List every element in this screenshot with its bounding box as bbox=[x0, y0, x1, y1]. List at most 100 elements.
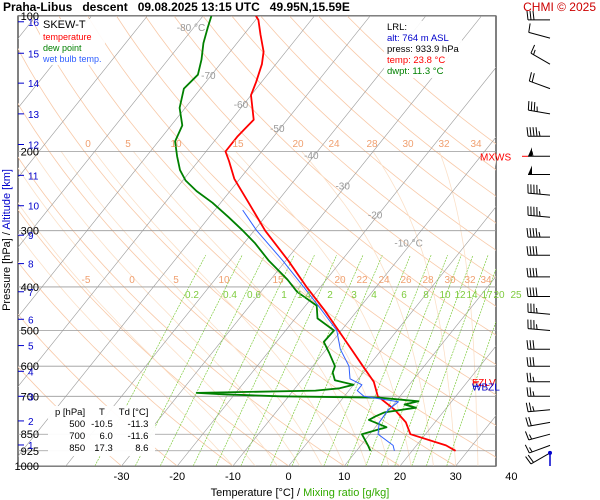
chart-title: Praha-Libus descent 09.08.2025 13:15 UTC… bbox=[3, 0, 350, 14]
isotherm-label: -80 °C bbox=[177, 23, 205, 34]
wind-barb-half bbox=[538, 232, 541, 238]
theta-label: 15 bbox=[232, 139, 244, 150]
wind-barb-staff bbox=[530, 452, 551, 465]
wind-barb-half bbox=[538, 131, 541, 137]
wind-barb-full bbox=[526, 10, 529, 20]
isotherm-label: -20 bbox=[368, 211, 383, 222]
levels-table: p [hPa] T Td [°C] 500 -10.5 -11.3 700 6.… bbox=[48, 406, 156, 456]
theta-label: 32 bbox=[438, 139, 450, 150]
wind-barb-full bbox=[532, 127, 535, 137]
wind-barb-full bbox=[533, 303, 535, 313]
wind-barb bbox=[526, 267, 550, 278]
wind-barb-full bbox=[525, 417, 529, 427]
wind-barb-full bbox=[529, 127, 532, 137]
x-tick-label: -10 bbox=[225, 471, 241, 483]
wind-barb-full bbox=[529, 228, 532, 238]
wind-barb-half bbox=[529, 447, 533, 453]
pressure-tick-label: 850 bbox=[21, 429, 39, 441]
wind-barb-full bbox=[536, 184, 538, 194]
pressure-tick-label: 1000 bbox=[15, 461, 39, 473]
wind-barb-full bbox=[529, 267, 532, 277]
isotherm-line bbox=[344, 275, 496, 466]
isotherm-line bbox=[18, 16, 204, 248]
wind-barb-full bbox=[532, 228, 535, 238]
wind-barb-half bbox=[538, 211, 541, 217]
profiles-layer bbox=[174, 16, 457, 452]
wind-barb-full bbox=[533, 206, 535, 216]
x-tick-label: -30 bbox=[114, 471, 130, 483]
lrl-title: LRL: bbox=[387, 22, 408, 33]
wind-barb-full bbox=[524, 431, 530, 441]
mixing-ratio-label: 12 bbox=[454, 290, 466, 301]
theta-label: 0 bbox=[129, 275, 135, 286]
wind-barb bbox=[526, 387, 550, 397]
wind-barb bbox=[526, 287, 550, 297]
marker-label: WBZL bbox=[472, 382, 500, 393]
wind-barb bbox=[527, 206, 551, 218]
series-line-2 bbox=[242, 209, 399, 451]
col-pressure: p [hPa] bbox=[55, 407, 86, 418]
altitude-tick-label: 6 bbox=[28, 315, 34, 326]
isotherm-line bbox=[121, 16, 482, 466]
series-line-1 bbox=[174, 16, 420, 452]
wind-barb-full bbox=[528, 402, 532, 412]
wind-barb-full bbox=[530, 319, 532, 329]
marker-label: FZLV bbox=[472, 378, 496, 389]
wind-barb-full bbox=[526, 246, 529, 256]
wind-barb-full bbox=[533, 320, 535, 330]
wind-barb-full bbox=[528, 72, 532, 82]
altitude-tick-label: 5 bbox=[28, 342, 34, 353]
mixing-ratio-label: 20 bbox=[493, 290, 505, 301]
wind-barb-full bbox=[527, 454, 534, 463]
wind-barb-staff bbox=[528, 192, 551, 196]
mixing-ratio-line bbox=[240, 255, 338, 466]
wind-barb-full bbox=[535, 246, 538, 256]
legend-item-dew-point: dew point bbox=[43, 43, 82, 53]
theta-label: 34 bbox=[480, 275, 492, 286]
wind-barb-half bbox=[533, 49, 536, 55]
wind-barb-pennant bbox=[528, 165, 532, 175]
isotherm-label: -40 bbox=[304, 151, 319, 162]
altitude-tick-label: 12 bbox=[28, 141, 40, 152]
isotherm-line bbox=[18, 16, 92, 109]
cell-dewpoint: 8.6 bbox=[135, 443, 149, 454]
mixing-ratio-line bbox=[365, 255, 448, 466]
wind-barb bbox=[528, 23, 551, 39]
labels-layer: -30 -20 -10 0 10 20 30 401002003004005006007008… bbox=[15, 11, 528, 483]
altitude-tick-label: 10 bbox=[28, 202, 40, 213]
pressure-tick-label: 600 bbox=[21, 361, 39, 373]
wind-barb-staff bbox=[529, 444, 551, 454]
wind-marker-dot bbox=[548, 450, 552, 455]
altitude-tick-label: 1 bbox=[28, 441, 34, 452]
mixing-ratio-line bbox=[425, 267, 496, 466]
theta-label: 0 bbox=[85, 139, 91, 150]
x-tick-label: -20 bbox=[169, 471, 185, 483]
wind-barb-pennant bbox=[528, 147, 532, 157]
wind-barb-staff bbox=[529, 80, 551, 90]
mixing-ratio-label: 8 bbox=[423, 290, 429, 301]
isotherm-line bbox=[18, 16, 259, 318]
dry-adiabat bbox=[173, 16, 496, 307]
isotherm-label: -70 bbox=[201, 71, 216, 82]
isotherm-line bbox=[18, 16, 148, 179]
isotherm-line bbox=[399, 345, 496, 466]
legend-item-wet-bulb: wet bulb temp. bbox=[43, 54, 102, 64]
wind-barb bbox=[527, 101, 551, 115]
wind-barb bbox=[528, 165, 550, 175]
wind-barb-full bbox=[527, 319, 529, 329]
altitude-tick-label: 15 bbox=[28, 49, 40, 60]
theta-label: 30 bbox=[402, 139, 414, 150]
isotherm-line bbox=[511, 16, 600, 466]
wind-barb-full bbox=[526, 228, 529, 238]
altitude-tick-label: 3 bbox=[28, 392, 34, 403]
mixing-ratio-label: 4 bbox=[371, 290, 377, 301]
theta-label: 26 bbox=[400, 275, 412, 286]
isotherm-line bbox=[18, 16, 371, 457]
wind-barb-staff bbox=[528, 328, 551, 331]
wind-barb-half bbox=[531, 151, 534, 157]
wind-barb-full bbox=[530, 303, 532, 313]
wind-barb-full bbox=[529, 246, 532, 256]
mixing-ratio-label: 10 bbox=[439, 290, 451, 301]
mixing-ratio-label: 25 bbox=[510, 290, 522, 301]
altitude-tick-label: 13 bbox=[28, 110, 40, 121]
